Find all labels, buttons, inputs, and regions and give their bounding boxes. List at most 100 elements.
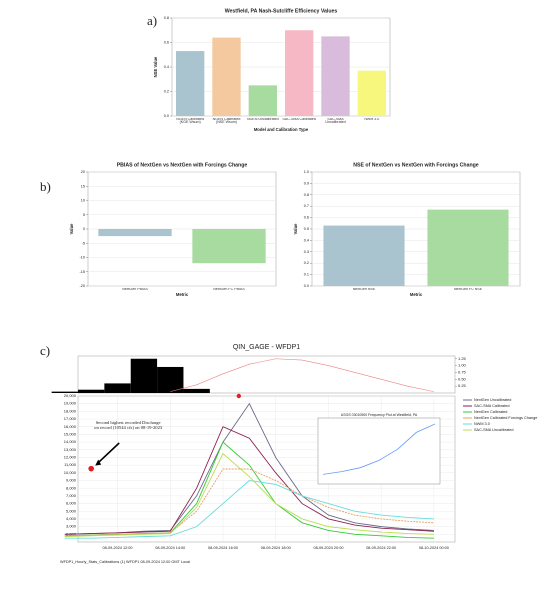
x-tick-label-box: NGEN Calibrated (NSE Wsum) — [213, 118, 241, 125]
y-tick-label: -20 — [80, 284, 86, 288]
y-tick-label: 0.3 — [304, 250, 309, 254]
precip-bar — [183, 388, 210, 393]
legend-label: NextGen Calibrated — [474, 410, 507, 414]
series-line — [64, 452, 434, 538]
annotation-box: Second highest recorded Discharge on rec… — [94, 420, 162, 430]
y-axis-label: NSE Value — [153, 56, 158, 77]
x-tick-label-box: NextGen NSE — [352, 287, 376, 291]
series-line — [64, 480, 434, 539]
y-tick-label: 0.8 — [304, 193, 309, 197]
x-tick-label: SAC-SMA Calibrated — [282, 117, 316, 121]
y-tick-label: 15 — [81, 184, 85, 188]
precip-bar — [104, 383, 131, 393]
x-tick-label: 08-09-2024 18:00 — [261, 546, 291, 550]
y-tick-label: 17,000 — [64, 416, 77, 421]
legend-label: SAC-SMA Calibrated — [474, 404, 509, 408]
precip-curve — [170, 358, 434, 392]
x-tick-label: SAC-SMA Uncalibrated — [325, 117, 346, 125]
y-tick-label: 0.2 — [304, 261, 309, 265]
panel-label: c) — [40, 343, 50, 358]
y-tick-label: 0 — [83, 227, 85, 231]
bar — [98, 229, 172, 237]
inset-line — [322, 423, 436, 475]
x-tick-label: NGEN Calibrated (KGE Wsum) — [176, 117, 205, 125]
y-tick-label: -15 — [80, 270, 86, 274]
record-point — [88, 465, 94, 472]
x-tick-label-box: NextGen FC PBIAS — [213, 287, 245, 291]
x-axis-label: Model and Calibration Type — [254, 127, 309, 132]
x-tick-label-box: NextGen FC NSE — [454, 288, 482, 291]
x-tick-label-box: SAC-SMA Calibrated — [282, 117, 316, 121]
x-tick-label: 08-10-2024 00:00 — [419, 546, 449, 550]
x-tick-label: 08-09-2024 12:00 — [103, 546, 133, 550]
bar — [323, 225, 405, 286]
bar — [284, 30, 314, 116]
y-axis-label: Value — [69, 223, 74, 235]
legend-label: NextGen Calibrated Forcings Change — [474, 416, 537, 420]
x-tick-label: NextGen NSE — [352, 287, 376, 291]
inset-area — [317, 417, 441, 485]
y-tick-label: 3,000 — [66, 524, 77, 529]
chart-title: NSE of NextGen vs NextGen with Forcings … — [353, 162, 479, 168]
x-tick-label-box: NWM 3.0 — [364, 117, 380, 121]
y-tick-label: 7,000 — [66, 493, 77, 498]
bar — [175, 51, 205, 117]
x-tick-label: 08-09-2024 22:00 — [366, 546, 396, 550]
bar — [357, 70, 387, 116]
y-tick-label: 13,000 — [64, 447, 77, 452]
panel-label: b) — [40, 179, 51, 194]
y2-tick-label: 0.75 — [458, 370, 467, 375]
x-tick-label: 08-09-2024 16:00 — [208, 546, 238, 550]
y-tick-label: 20 — [81, 170, 85, 174]
y-tick-label: 1.0 — [304, 170, 309, 174]
y-tick-label: -10 — [80, 256, 86, 260]
x-tick-label: NextGen FC PBIAS — [213, 287, 245, 291]
x-tick-label: 08-09-2024 20:00 — [313, 546, 343, 550]
precip-bar — [51, 391, 78, 393]
x-tick-label-box: NextGen PBIAS — [122, 287, 148, 291]
y-tick-label: 11,000 — [64, 462, 77, 467]
x-tick-label: NWM 3.0 — [364, 117, 380, 121]
x-axis-label: Metric — [410, 292, 423, 297]
y-tick-label: 10,000 — [64, 470, 77, 475]
y-tick-label: 6,000 — [66, 501, 77, 506]
y-tick-label: 8,000 — [66, 485, 77, 490]
y-tick-label: 5 — [83, 213, 85, 217]
precip-bar — [157, 366, 184, 393]
y-tick-label: 9,000 — [66, 478, 77, 483]
y-tick-label: 15,000 — [64, 431, 77, 436]
bar — [212, 37, 241, 116]
legend-label: NWM 3.0 — [474, 422, 490, 426]
y-tick-label: 0.4 — [164, 65, 169, 69]
y2-tick-label: 1.25 — [458, 356, 467, 361]
x-tick-label-box: NGEN Calibrated (KGE Wsum) — [176, 117, 205, 125]
x-tick-label: NGEN Uncalibrated — [247, 117, 279, 121]
chart-title: Westfield, PA Nash-Sutcliffe Efficiency … — [225, 8, 338, 14]
x-tick-label: NextGen PBIAS — [122, 287, 148, 291]
y-tick-label: -5 — [82, 241, 85, 245]
x-axis-label: Metric — [176, 292, 189, 297]
y2-tick-label: 1.00 — [458, 363, 467, 368]
bar — [248, 85, 278, 116]
y-tick-label: 16,000 — [64, 424, 77, 429]
y-tick-label: 0.8 — [164, 16, 169, 20]
precip-bar — [78, 389, 105, 393]
precip-bar — [130, 358, 158, 393]
y-tick-label: 4,000 — [66, 516, 77, 521]
y-tick-label: 0.2 — [164, 90, 169, 94]
y-tick-label: 10 — [81, 199, 85, 203]
y-tick-label: 0.1 — [304, 273, 309, 277]
series-line — [64, 426, 434, 535]
y-tick-label: 0.9 — [304, 181, 309, 185]
y2-tick-label: 0.25 — [458, 383, 467, 388]
y-tick-label: 19,000 — [64, 401, 77, 406]
legend-label: NextGen Uncalibrated — [474, 398, 511, 402]
y-tick-label: 0.6 — [304, 216, 309, 220]
x-tick-label: 08-09-2024 14:00 — [155, 546, 185, 550]
y-tick-label: 0.5 — [304, 227, 309, 231]
bar — [427, 209, 509, 286]
y-tick-label: 0.4 — [304, 238, 309, 242]
panel-label: a) — [147, 13, 157, 28]
y-tick-label: 0.6 — [164, 41, 169, 45]
